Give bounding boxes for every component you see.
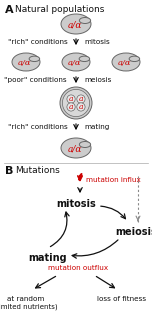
Text: meiosis: meiosis xyxy=(84,77,111,83)
Text: B: B xyxy=(5,166,13,176)
Text: a/α: a/α xyxy=(118,59,131,67)
Ellipse shape xyxy=(79,141,91,147)
Text: mutation outflux: mutation outflux xyxy=(48,265,108,271)
Circle shape xyxy=(67,103,75,111)
Text: "rich" conditions: "rich" conditions xyxy=(8,124,68,130)
Ellipse shape xyxy=(61,14,91,34)
Ellipse shape xyxy=(129,56,140,61)
Ellipse shape xyxy=(62,53,90,71)
Text: meiosis: meiosis xyxy=(115,227,152,237)
Circle shape xyxy=(77,103,85,111)
Ellipse shape xyxy=(79,56,90,61)
Ellipse shape xyxy=(79,18,91,24)
Text: a/α: a/α xyxy=(68,59,81,67)
Text: mitosis: mitosis xyxy=(84,39,110,45)
Text: a/α: a/α xyxy=(67,21,82,30)
Ellipse shape xyxy=(12,53,40,71)
Circle shape xyxy=(77,95,85,103)
Text: Mutations: Mutations xyxy=(15,166,60,175)
Text: mutation influx: mutation influx xyxy=(86,177,141,183)
Text: a: a xyxy=(79,103,83,111)
Text: at random: at random xyxy=(7,296,45,302)
Ellipse shape xyxy=(61,138,91,158)
Text: A: A xyxy=(5,5,14,15)
Circle shape xyxy=(62,89,90,117)
Ellipse shape xyxy=(112,53,140,71)
Ellipse shape xyxy=(29,56,40,61)
Text: (limited nutrients): (limited nutrients) xyxy=(0,304,58,310)
Circle shape xyxy=(67,95,75,103)
Text: "rich" conditions: "rich" conditions xyxy=(8,39,68,45)
Text: mating: mating xyxy=(29,253,67,263)
Text: a/α: a/α xyxy=(67,144,82,153)
Text: loss of fitness: loss of fitness xyxy=(97,296,147,302)
Text: Natural populations: Natural populations xyxy=(15,5,104,14)
Circle shape xyxy=(60,87,92,119)
Text: a/α: a/α xyxy=(18,59,31,67)
Text: "poor" conditions: "poor" conditions xyxy=(4,77,67,83)
Text: a: a xyxy=(69,95,73,103)
Text: a: a xyxy=(79,95,83,103)
Text: mitosis: mitosis xyxy=(56,199,96,209)
Text: a: a xyxy=(69,103,73,111)
Text: mating: mating xyxy=(84,124,109,130)
